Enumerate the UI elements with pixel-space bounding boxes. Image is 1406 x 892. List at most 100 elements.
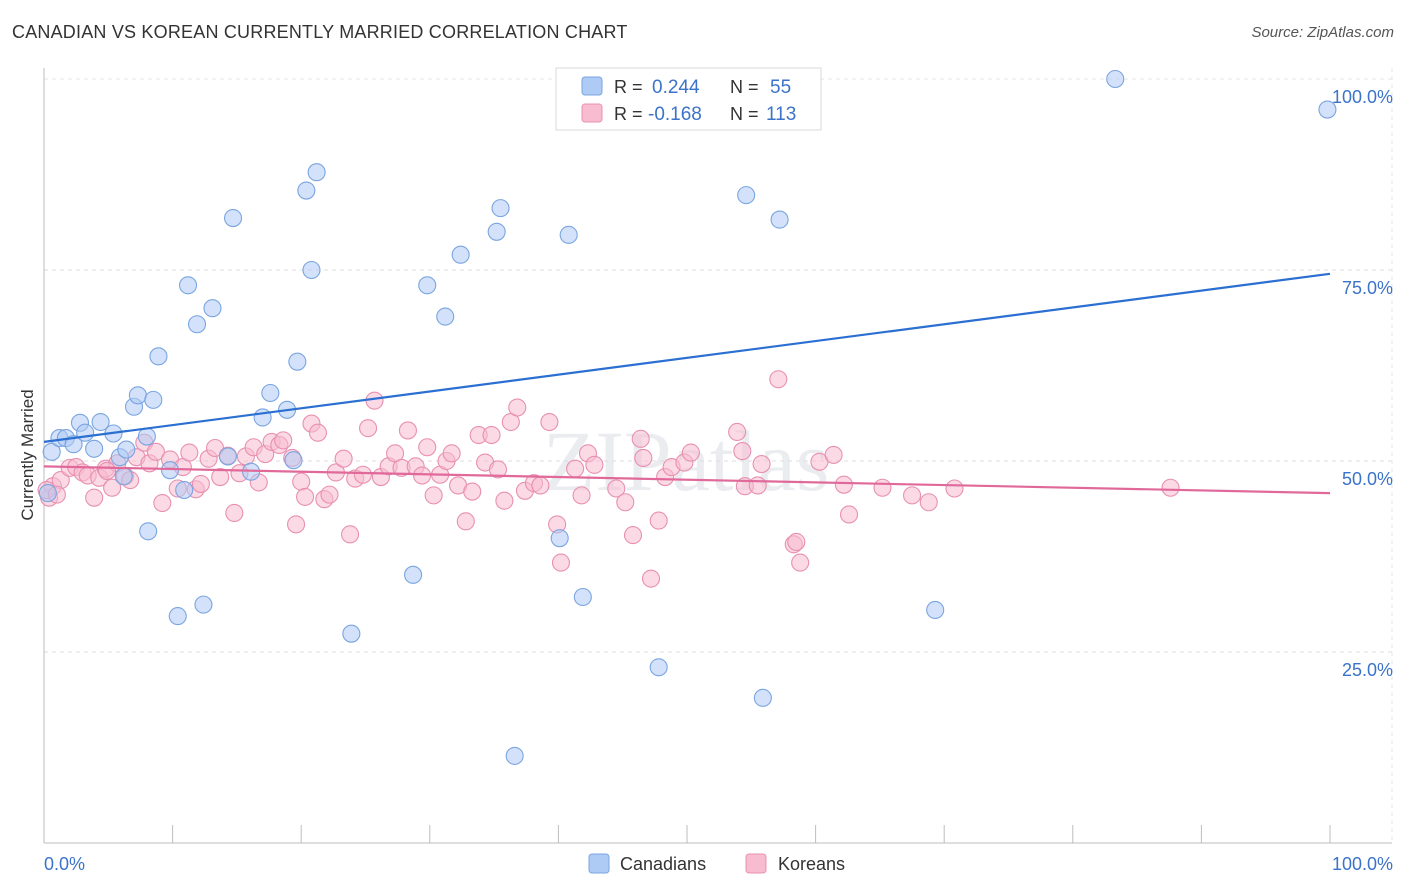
canadian-point [550,529,569,548]
legend-koreans-label: Koreans [778,854,845,874]
korean-point [681,443,700,462]
korean-point [225,503,244,523]
korean-point [274,431,293,450]
korean-point [634,448,653,467]
canadian-point [649,658,668,677]
canadians-trend-line [43,272,1331,443]
canadian-point [42,442,61,461]
korean-point [287,515,306,534]
canadian-point [573,587,592,607]
legend-r-label-2: R = [614,104,643,124]
canadian-point [487,222,506,241]
canadian-point [203,299,222,318]
canadian-point [223,208,243,228]
canadian-point [505,746,524,765]
korean-point [359,419,378,438]
canadian-point [342,624,361,643]
korean-point [292,472,311,491]
canadian-point [194,595,213,614]
canadian-point [418,276,437,295]
legend-canadians-swatch [588,853,610,874]
korean-point [341,525,360,544]
korean-point [153,493,172,513]
canadian-point [926,600,945,620]
korean-point [902,486,922,505]
korean-point [463,482,482,501]
canadian-point [1318,100,1337,119]
korean-point [146,442,165,461]
canadian-point [91,412,110,432]
series-legend: Canadians Koreans [588,853,845,874]
korean-point [585,455,604,474]
korean-point [508,398,527,417]
y-tick-label: 50.0% [1342,469,1393,489]
korean-point [456,512,475,531]
legend-n-value-1: 55 [770,77,791,98]
canadian-point [128,386,147,405]
canadian-point [770,210,789,229]
korean-point [180,443,199,462]
korean-point [919,493,938,512]
legend-r-value-2: -0.168 [648,104,702,125]
canadian-point [436,307,455,326]
korean-point [551,553,571,572]
korean-point [1161,478,1180,497]
korean-point [824,445,843,464]
korean-point [85,488,104,507]
canadian-point [175,480,194,500]
korean-point [748,476,767,495]
koreans-trend-line [43,465,1331,495]
canadian-point [218,447,237,466]
chart-title: CANADIAN VS KOREAN CURRENTLY MARRIED COR… [12,22,628,42]
koreans-swatch [581,103,603,123]
korean-point [365,391,384,410]
korean-point [296,487,315,506]
korean-point [945,479,964,498]
canadian-point [149,347,168,366]
canadian-point [85,439,104,458]
x-tick-label: 100.0% [1332,854,1393,874]
legend-r-label-1: R = [614,77,643,97]
korean-point [308,423,327,442]
legend-r-value-1: 0.244 [652,77,700,98]
canadian-point [307,163,326,182]
korean-point [442,444,461,463]
korean-point [418,438,437,457]
korean-point [787,532,806,552]
canadian-point [114,467,133,486]
korean-point [616,493,635,512]
korean-point [413,466,432,485]
korean-point [572,486,591,505]
korean-point [623,526,643,545]
korean-point [103,478,122,497]
canadian-point [284,451,303,470]
canadian-point [144,390,163,409]
canadian-point [64,435,83,454]
canadian-point [261,383,280,403]
canadian-point [168,607,187,626]
source-label: Source: ZipAtlas.com [1251,24,1394,41]
korean-point [649,511,668,530]
korean-point [834,475,853,494]
korean-point [320,485,339,504]
korean-point [631,429,650,448]
korean-point [488,460,508,479]
y-tick-label: 75.0% [1342,278,1393,298]
korean-point [353,465,372,484]
legend-n-label-2: N = [730,104,759,124]
canadian-point [302,260,321,280]
korean-point [531,476,550,495]
x-tick-label: 0.0% [44,854,85,874]
legend-n-label-1: N = [730,77,759,97]
stats-legend: R = 0.244 N = 55 R = -0.168 N = 113 [555,67,822,131]
canadian-point [76,423,95,442]
korean-point [540,412,559,432]
canadian-point [559,225,578,244]
trend-lines [43,272,1331,495]
korean-point [191,474,210,493]
legend-koreans-swatch [745,853,767,874]
korean-point [873,478,892,497]
canadian-point [178,276,198,295]
canadian-point [753,688,772,707]
